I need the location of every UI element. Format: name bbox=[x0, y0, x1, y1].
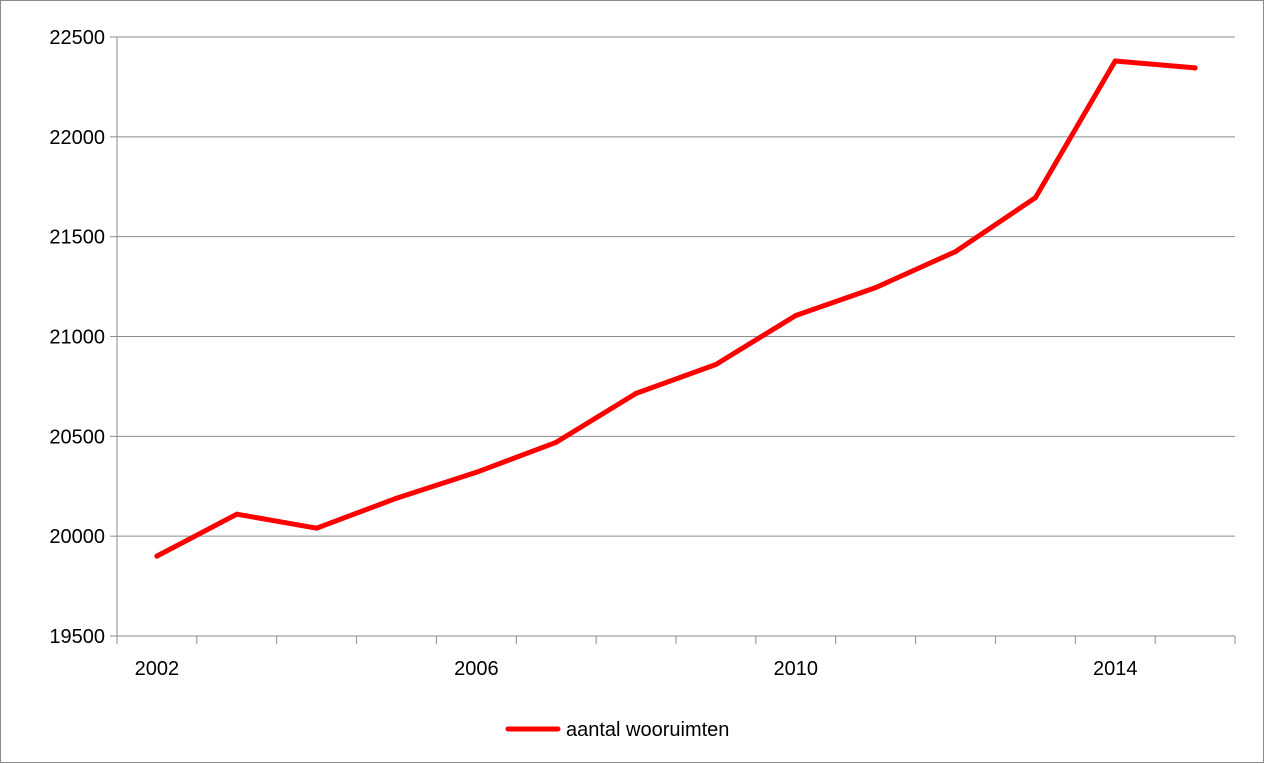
data-point bbox=[553, 439, 559, 445]
y-tick-label: 21000 bbox=[49, 327, 105, 349]
data-point bbox=[1032, 195, 1038, 201]
gridlines bbox=[117, 36, 1235, 537]
y-tick-label: 22500 bbox=[49, 27, 105, 49]
legend-label: aantal wooruimten bbox=[566, 719, 729, 741]
x-tick-label: 2010 bbox=[774, 658, 819, 680]
data-point bbox=[953, 249, 958, 255]
axes bbox=[110, 36, 1236, 644]
data-point bbox=[394, 495, 399, 501]
x-tick-labels: 2002 2006 2010 2014 bbox=[135, 658, 1138, 680]
data-point bbox=[314, 525, 320, 531]
data-point bbox=[1112, 58, 1118, 64]
data-point bbox=[1192, 65, 1198, 71]
y-tick-label: 20500 bbox=[49, 426, 105, 448]
data-point bbox=[633, 390, 639, 396]
legend: aantal wooruimten bbox=[505, 719, 729, 741]
y-tick-label: 21500 bbox=[49, 227, 105, 249]
data-point bbox=[154, 553, 160, 559]
y-tick-label: 22000 bbox=[49, 127, 105, 149]
x-tick-label: 2002 bbox=[135, 658, 180, 680]
y-tick-label: 20000 bbox=[49, 526, 105, 548]
series-lines bbox=[154, 58, 1198, 559]
data-point bbox=[873, 285, 879, 291]
data-point bbox=[793, 313, 799, 319]
data-point bbox=[234, 511, 240, 517]
x-tick-label: 2014 bbox=[1093, 658, 1138, 680]
data-point bbox=[713, 361, 719, 367]
x-tick-label: 2006 bbox=[454, 658, 499, 680]
series-line-0 bbox=[154, 58, 1198, 559]
y-tick-label: 19500 bbox=[49, 626, 105, 648]
y-tick-labels: 19500 20000 20500 21000 21500 22000 22500 bbox=[49, 27, 105, 648]
data-point bbox=[473, 469, 479, 475]
